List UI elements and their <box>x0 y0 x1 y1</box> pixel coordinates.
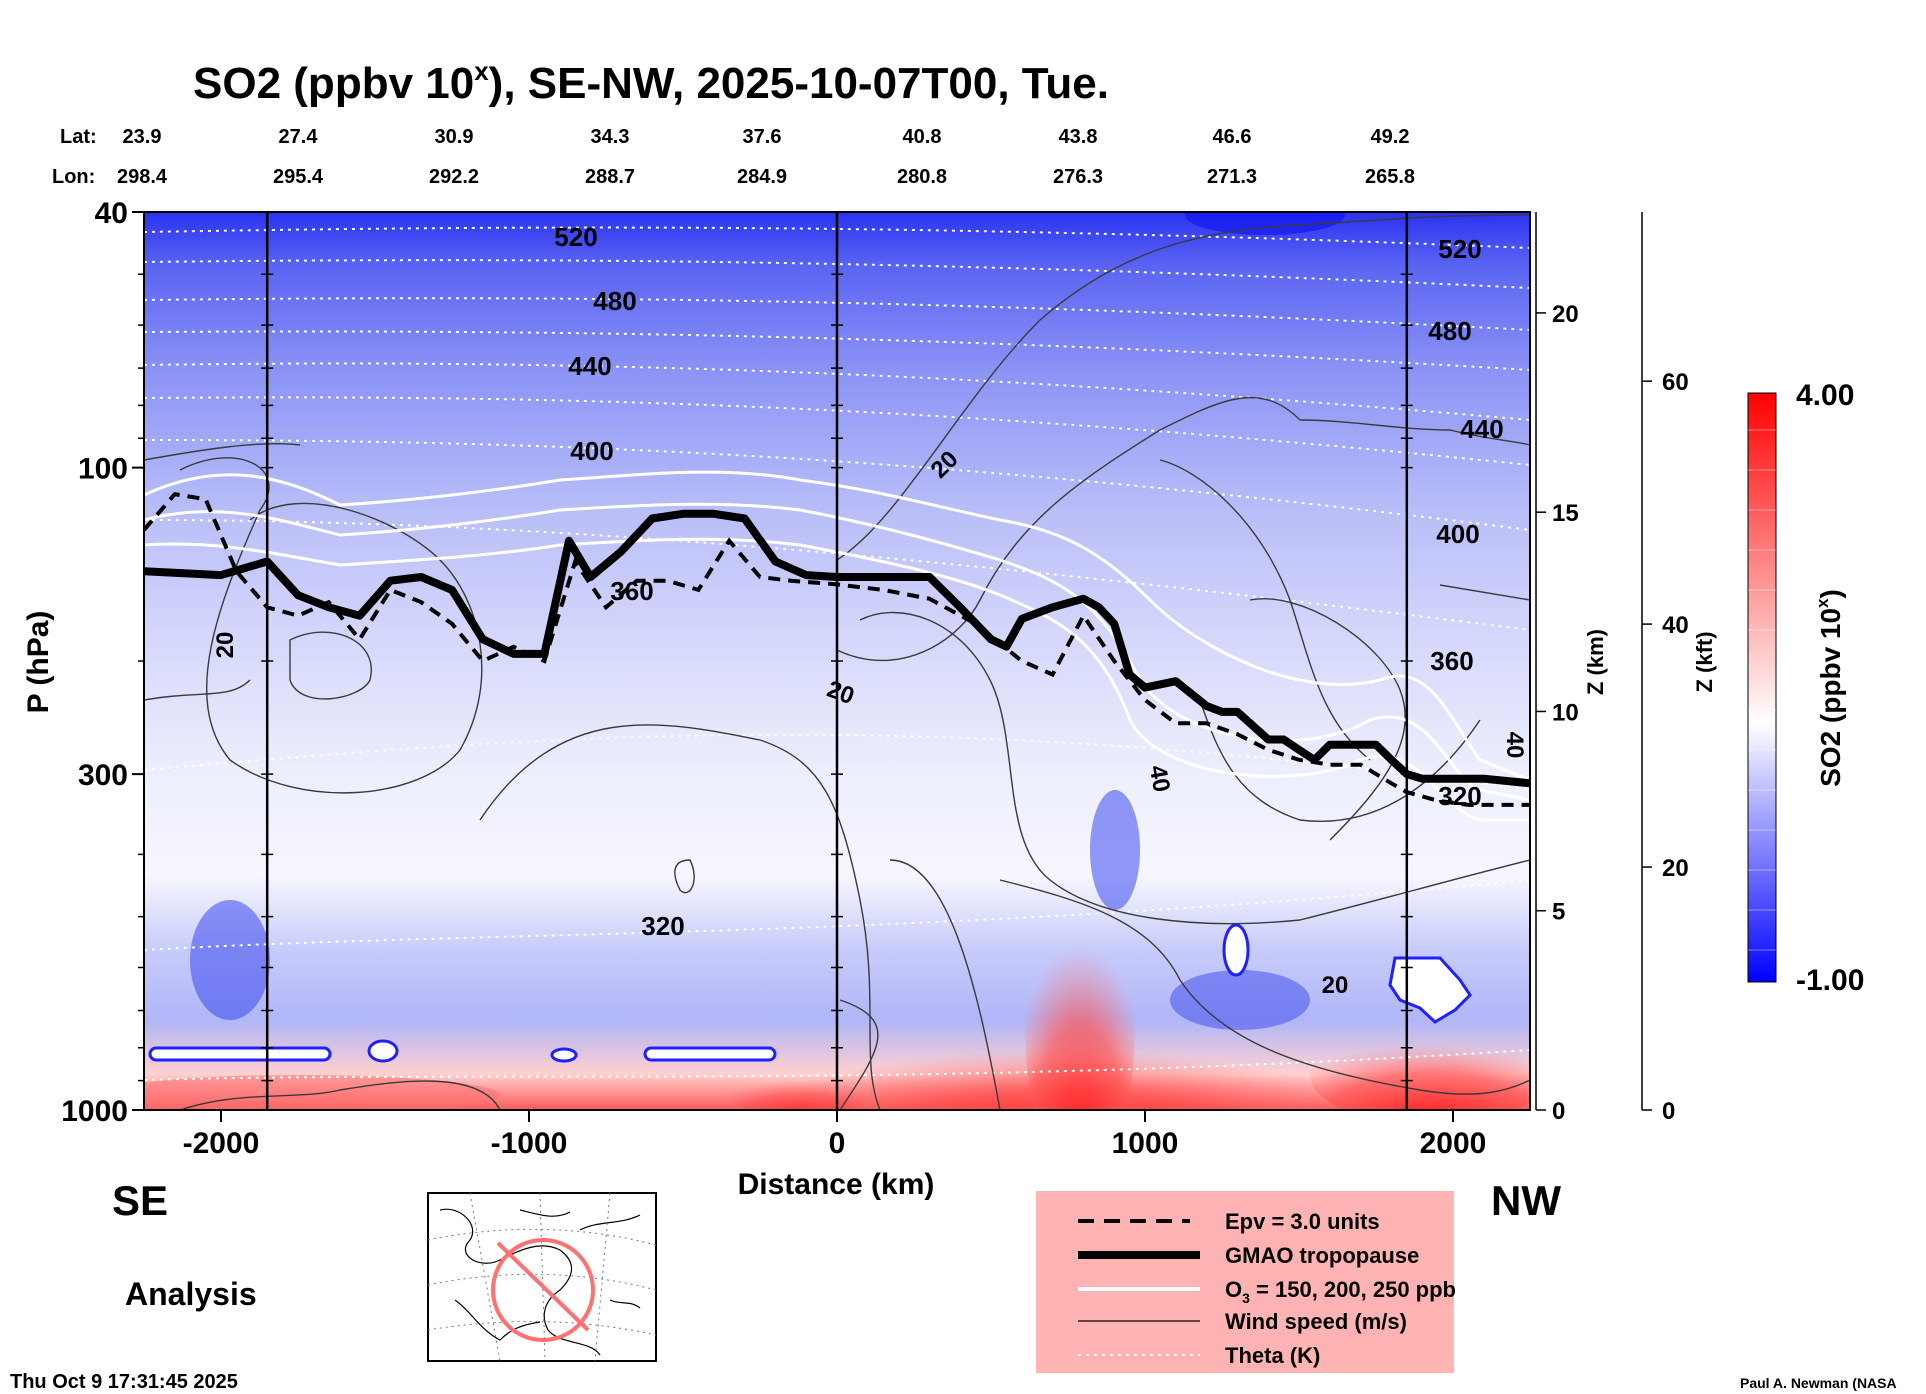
z-km-axis-title: Z (km) <box>1583 629 1608 695</box>
y-axis-title: P (hPa) <box>22 611 55 714</box>
x-axis-title: Distance (km) <box>738 1168 935 1201</box>
so2-field <box>144 212 1530 1110</box>
z-km-tick-label: 5 <box>1552 899 1565 926</box>
lat-lon-row: 23.9 27.4 30.9 34.3 37.6 40.8 43.8 46.6 49.2 298.… <box>117 126 1415 188</box>
longitude-label: 288.7 <box>585 166 635 188</box>
latitude-label: 43.8 <box>1059 126 1098 148</box>
legend: Epv = 3.0 units GMAO tropopause O3 = 150… <box>1036 1191 1456 1373</box>
longitude-label: 271.3 <box>1207 166 1257 188</box>
credit-label: Paul A. Newman (NASA <box>1740 1375 1897 1391</box>
latitude-label: 49.2 <box>1371 126 1410 148</box>
longitude-label: 284.9 <box>737 166 787 188</box>
latitude-label: 23.9 <box>123 126 162 148</box>
contour-labels: 520 480 440 400 360 320 520 480 440 400 360 320 20 20… <box>212 222 1528 999</box>
theta-label: 520 <box>1438 234 1481 264</box>
wind-label: 40 <box>1501 732 1528 759</box>
lon-label: Lon: <box>52 166 95 188</box>
epv-line <box>144 492 1530 807</box>
longitude-label: 265.8 <box>1365 166 1415 188</box>
z-kft-tick-label: 40 <box>1662 612 1689 639</box>
z-kft-axis-title: Z (kft) <box>1692 631 1717 692</box>
x-tick-label: 0 <box>829 1127 846 1160</box>
theta-label: 520 <box>554 222 597 252</box>
x-tick-label: -1000 <box>491 1127 568 1160</box>
z-km-tick-label: 10 <box>1552 699 1579 726</box>
theta-label: 320 <box>1438 781 1481 811</box>
theta-label: 480 <box>1428 316 1471 346</box>
latitude-label: 40.8 <box>903 126 942 148</box>
theta-label: 480 <box>593 286 636 316</box>
legend-epv: Epv = 3.0 units <box>1225 1209 1380 1234</box>
wind-label: 20 <box>212 632 239 659</box>
x-tick-label: -2000 <box>183 1127 260 1160</box>
y-tick-label: 300 <box>78 759 128 792</box>
z-kft-tick-label: 20 <box>1662 855 1689 882</box>
colorbar: 4.00 -1.00 SO2 (ppbv 10x) <box>1747 379 1864 997</box>
theta-label: 360 <box>610 576 653 606</box>
z-kft-tick-label: 0 <box>1662 1098 1675 1125</box>
legend-ozone: O3 = 150, 200, 250 ppb <box>1225 1277 1456 1306</box>
y-tick-label: 40 <box>95 197 128 230</box>
z-km-tick-label: 15 <box>1552 500 1579 527</box>
theta-label: 440 <box>568 351 611 381</box>
latitude-label: 37.6 <box>743 126 782 148</box>
se-direction-label: SE <box>112 1177 168 1224</box>
latitude-label: 27.4 <box>279 126 319 148</box>
theta-label: 320 <box>641 911 684 941</box>
legend-wind: Wind speed (m/s) <box>1225 1309 1407 1334</box>
wind-label: 20 <box>1322 972 1349 999</box>
wind-label: 40 <box>1144 763 1175 794</box>
tropopause-line <box>144 509 1530 788</box>
z-km-tick-label: 0 <box>1552 1098 1565 1125</box>
locator-map <box>427 1192 657 1362</box>
x-tick-label: 2000 <box>1420 1127 1487 1160</box>
y-tick-label: 100 <box>78 453 128 486</box>
legend-tropopause: GMAO tropopause <box>1225 1243 1419 1268</box>
legend-theta: Theta (K) <box>1225 1343 1320 1368</box>
longitude-label: 292.2 <box>429 166 479 188</box>
longitude-label: 276.3 <box>1053 166 1103 188</box>
colorbar-max-label: 4.00 <box>1796 379 1854 412</box>
nw-direction-label: NW <box>1491 1177 1561 1224</box>
latitude-label: 30.9 <box>435 126 474 148</box>
z-km-tick-label: 20 <box>1552 301 1579 328</box>
longitude-label: 280.8 <box>897 166 947 188</box>
timestamp: Thu Oct 9 17:31:45 2025 <box>10 1371 238 1393</box>
analysis-label: Analysis <box>125 1276 257 1312</box>
z-kft-tick-label: 60 <box>1662 369 1689 396</box>
x-tick-label: 1000 <box>1112 1127 1179 1160</box>
chart-title: SO2 (ppbv 10x), SE-NW, 2025-10-07T00, Tu… <box>193 56 1109 108</box>
axes: -2000 -1000 0 1000 2000 40 100 300 1000 0 5 10 15 20 0… <box>61 197 1688 1160</box>
theta-label: 400 <box>570 436 613 466</box>
latitude-label: 34.3 <box>591 126 630 148</box>
colorbar-title: SO2 (ppbv 10x) <box>1813 589 1846 787</box>
theta-label: 400 <box>1436 519 1479 549</box>
colorbar-min-label: -1.00 <box>1796 964 1864 997</box>
longitude-label: 298.4 <box>117 166 168 188</box>
latitude-label: 46.6 <box>1213 126 1252 148</box>
vertical-reference-lines <box>261 212 1413 1110</box>
theta-label: 360 <box>1430 646 1473 676</box>
lat-label: Lat: <box>60 126 97 148</box>
y-tick-label: 1000 <box>61 1095 128 1128</box>
title-superscript: x <box>474 56 489 86</box>
longitude-label: 295.4 <box>273 166 324 188</box>
theta-label: 440 <box>1460 414 1503 444</box>
